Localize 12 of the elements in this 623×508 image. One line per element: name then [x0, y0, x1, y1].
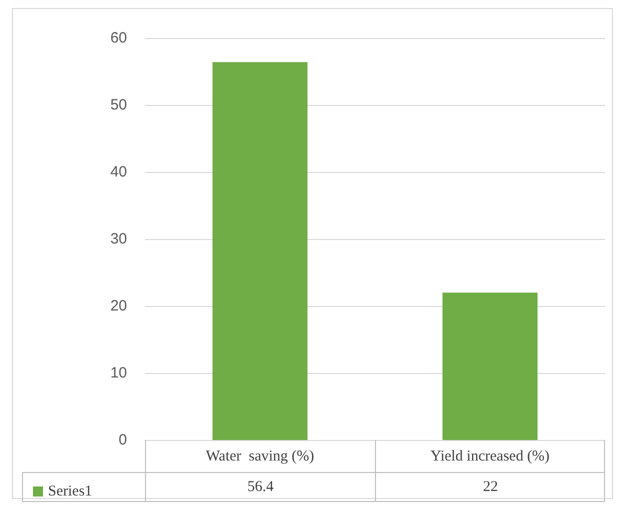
- x-tick-label: Water saving (%): [206, 448, 314, 464]
- y-tick-label: 60: [110, 30, 127, 46]
- data-label: 22: [375, 472, 605, 502]
- data-label: 56.4: [145, 472, 375, 502]
- x-tick-label: Yield increased (%): [430, 448, 550, 464]
- y-tick-label: 30: [110, 230, 127, 248]
- y-tick-label: 10: [110, 364, 127, 382]
- y-tick-label: 50: [110, 96, 127, 114]
- legend-label: Series1: [48, 484, 92, 500]
- y-tick-label: 0: [118, 432, 127, 448]
- y-tick-label: 20: [110, 298, 127, 314]
- y-tick-label: 40: [110, 164, 127, 180]
